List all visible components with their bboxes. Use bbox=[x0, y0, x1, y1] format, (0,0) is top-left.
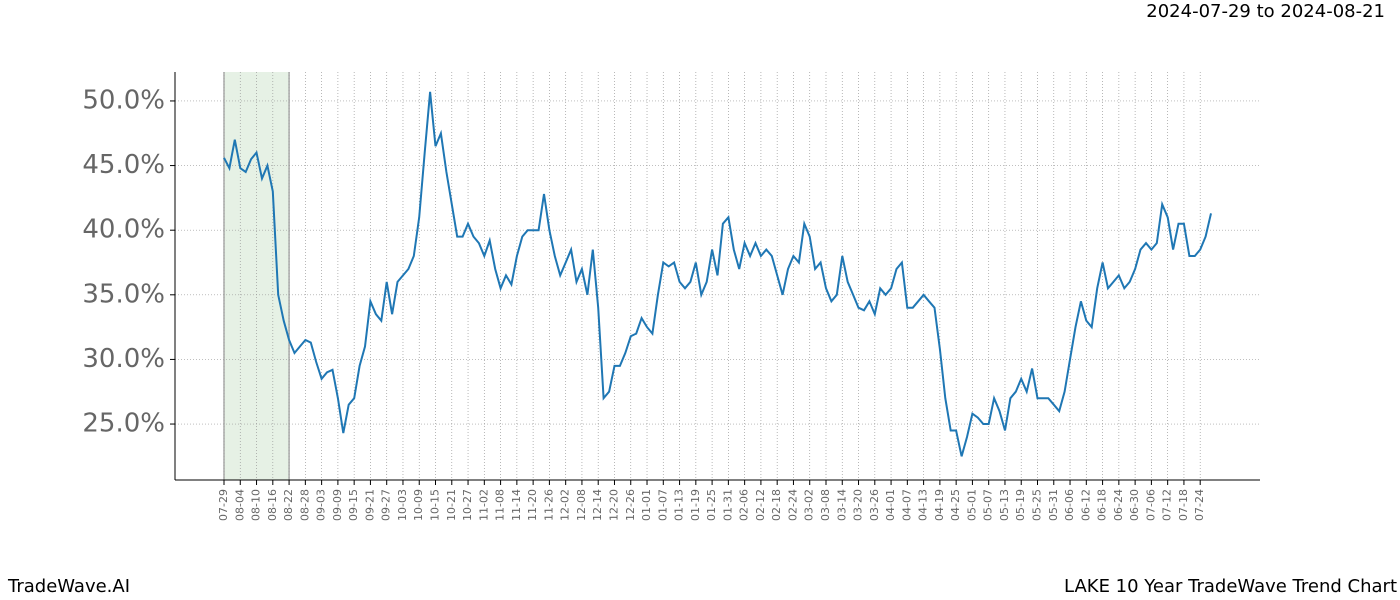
x-tick-label: 06-18 bbox=[1096, 489, 1109, 521]
x-tick-label: 12-14 bbox=[591, 489, 604, 521]
x-tick-label: 07-12 bbox=[1161, 489, 1174, 521]
y-tick-label: 35.0% bbox=[82, 279, 165, 309]
x-tick-label: 04-13 bbox=[917, 489, 930, 521]
x-tick-label: 05-31 bbox=[1047, 489, 1060, 521]
x-tick-label: 02-06 bbox=[738, 489, 751, 521]
x-tick-label: 06-12 bbox=[1079, 489, 1092, 521]
x-tick-label: 11-14 bbox=[510, 489, 523, 521]
x-tick-label: 03-26 bbox=[868, 489, 881, 521]
x-tick-label: 12-20 bbox=[607, 489, 620, 521]
x-tick-label: 01-13 bbox=[673, 489, 686, 521]
x-tick-label: 12-08 bbox=[575, 489, 588, 521]
x-tick-label: 04-19 bbox=[933, 489, 946, 521]
x-tick-label: 10-03 bbox=[396, 489, 409, 521]
x-tick-label: 05-01 bbox=[965, 489, 978, 521]
x-tick-label: 08-16 bbox=[266, 489, 279, 521]
x-tick-label: 10-21 bbox=[445, 489, 458, 521]
x-tick-label: 10-09 bbox=[412, 489, 425, 521]
x-tick-label: 08-10 bbox=[250, 489, 263, 521]
x-tick-label: 12-26 bbox=[624, 489, 637, 521]
x-tick-label: 02-18 bbox=[770, 489, 783, 521]
x-tick-label: 05-13 bbox=[998, 489, 1011, 521]
x-tick-label: 09-03 bbox=[315, 489, 328, 521]
y-tick-label: 30.0% bbox=[82, 344, 165, 374]
x-tick-label: 01-01 bbox=[640, 489, 653, 521]
x-tick-label: 06-06 bbox=[1063, 489, 1076, 521]
x-tick-label: 10-15 bbox=[429, 489, 442, 521]
brand: TradeWave.AI bbox=[7, 576, 130, 597]
x-tick-label: 01-19 bbox=[689, 489, 702, 521]
x-tick-label: 12-02 bbox=[559, 489, 572, 521]
x-tick-label: 05-19 bbox=[1014, 489, 1027, 521]
x-tick-label: 08-22 bbox=[282, 489, 295, 521]
x-tick-label: 07-24 bbox=[1193, 489, 1206, 521]
x-tick-label: 04-07 bbox=[900, 489, 913, 521]
x-tick-label: 11-08 bbox=[494, 489, 507, 521]
x-tick-label: 03-08 bbox=[819, 489, 832, 521]
x-tick-label: 04-01 bbox=[884, 489, 897, 521]
x-tick-label: 08-04 bbox=[233, 489, 246, 521]
x-tick-label: 05-25 bbox=[1031, 489, 1044, 521]
y-tick-label: 40.0% bbox=[82, 215, 165, 245]
y-tick-label: 25.0% bbox=[82, 409, 165, 439]
x-tick-label: 01-07 bbox=[656, 489, 669, 521]
x-tick-label: 03-02 bbox=[803, 489, 816, 521]
y-tick-label: 45.0% bbox=[82, 150, 165, 180]
chart-title: LAKE 10 Year TradeWave Trend Chart bbox=[1064, 576, 1397, 597]
x-tick-label: 11-02 bbox=[477, 489, 490, 521]
x-tick-label: 07-06 bbox=[1144, 489, 1157, 521]
x-tick-label: 05-07 bbox=[982, 489, 995, 521]
date-range: 2024-07-29 to 2024-08-21 bbox=[1146, 1, 1385, 22]
x-tick-label: 03-20 bbox=[852, 489, 865, 521]
data-line bbox=[223, 91, 1212, 457]
x-tick-label: 09-21 bbox=[363, 489, 376, 521]
x-tick-label: 10-27 bbox=[461, 489, 474, 521]
x-tick-label: 01-31 bbox=[721, 489, 734, 521]
x-tick-label: 08-28 bbox=[298, 489, 311, 521]
x-tick-label: 07-18 bbox=[1177, 489, 1190, 521]
x-tick-label: 06-24 bbox=[1112, 489, 1125, 521]
x-tick-label: 04-25 bbox=[949, 489, 962, 521]
x-tick-label: 02-24 bbox=[786, 489, 799, 521]
x-tick-label: 01-25 bbox=[705, 489, 718, 521]
y-tick-label: 50.0% bbox=[82, 85, 165, 115]
x-tick-label: 03-14 bbox=[835, 489, 848, 521]
x-tick-label: 11-26 bbox=[542, 489, 555, 521]
x-tick-label: 09-27 bbox=[380, 489, 393, 521]
x-tick-label: 02-12 bbox=[754, 489, 767, 521]
x-tick-label: 09-09 bbox=[331, 489, 344, 521]
x-tick-label: 11-20 bbox=[526, 489, 539, 521]
x-tick-label: 07-29 bbox=[217, 489, 230, 521]
x-tick-label: 06-30 bbox=[1128, 489, 1141, 521]
x-tick-label: 09-15 bbox=[347, 489, 360, 521]
